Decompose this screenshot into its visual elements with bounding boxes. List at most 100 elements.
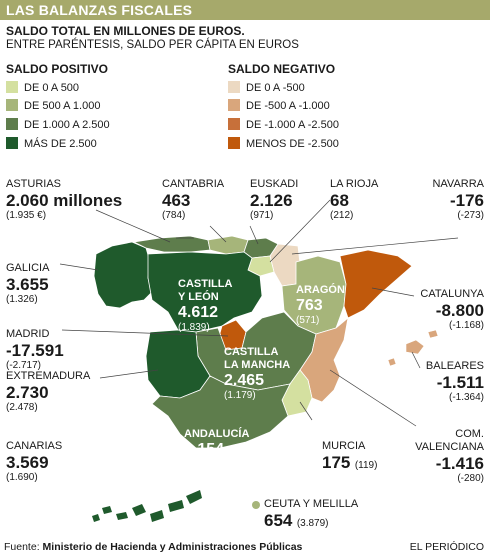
region-name-1: CASTILLA (224, 346, 279, 358)
region-value: 2.126 (250, 191, 293, 210)
label-catalunya: CATALUNYA -8.800 (-1.168) (420, 288, 484, 332)
legend-label: DE 500 A 1.000 (24, 100, 101, 112)
region-name-2: LA MANCHA (224, 359, 291, 371)
region-value: 6.154 (184, 441, 225, 458)
region-name-1: CASTILLA (178, 278, 233, 290)
region-value: 2.060 millones (6, 191, 123, 210)
region-value: 2.465 (224, 372, 265, 389)
region-name-2: Y LEÓN (178, 291, 219, 303)
region-per-capita: (-1.364) (448, 392, 484, 403)
region-value: 4.612 (178, 304, 219, 321)
label-castilla-leon: CASTILLA Y LEÓN 4.612 (1.839) (178, 278, 232, 334)
label-baleares: BALEARES -1.511 (-1.364) (426, 360, 484, 404)
legend-swatch (228, 99, 240, 111)
legend-label: DE 0 A 500 (24, 82, 80, 94)
label-navarra: NAVARRA -176 (-273) (432, 178, 484, 222)
label-canarias: CANARIAS 3.569 (1.690) (6, 440, 62, 484)
region-name-2: VALENCIANA (415, 441, 484, 453)
label-asturias: ASTURIAS 2.060 millones (1.935 €) (6, 178, 122, 222)
label-euskadi: EUSKADI 2.126 (971) (250, 178, 298, 222)
region-catalunya (339, 249, 413, 319)
label-andalucia: ANDALUCÍA 6.154 (731) (184, 428, 249, 471)
region-cantabria (207, 235, 249, 255)
region-value: -17.591 (6, 341, 64, 360)
legend-label: DE -1.000 A -2.500 (246, 119, 339, 131)
legend-swatch (6, 81, 18, 93)
brand-name: EL PERIÓDICO (409, 541, 484, 553)
region-canarias (92, 490, 202, 522)
region-name: ANDALUCÍA (184, 428, 250, 440)
label-cantabria: CANTABRIA 463 (784) (162, 178, 224, 222)
label-castilla-mancha: CASTILLA LA MANCHA 2.465 (1.179) (224, 346, 290, 402)
region-name: EXTREMADURA (6, 370, 91, 382)
region-per-capita: (1.690) (6, 472, 38, 483)
region-name: ASTURIAS (6, 178, 62, 190)
region-name: LA RIOJA (330, 178, 379, 190)
label-la-rioja: LA RIOJA 68 (212) (330, 178, 378, 222)
region-per-capita: (1.839) (178, 322, 210, 333)
region-value: -1.511 (436, 373, 484, 392)
region-per-capita: (731) (184, 459, 208, 470)
source-label: Fuente: (4, 541, 40, 553)
region-value: 654 (264, 511, 293, 530)
region-galicia (93, 241, 153, 309)
legend-negative-title: SALDO NEGATIVO (228, 62, 336, 76)
region-value: 175 (322, 453, 351, 472)
region-castilla-leon (147, 251, 263, 333)
legend-swatch (228, 81, 240, 93)
region-per-capita: (784) (162, 210, 186, 221)
region-value: 3.655 (6, 275, 49, 294)
legend-swatch (6, 137, 18, 149)
label-valenciana: COM. VALENCIANA -1.416 (-280) (415, 428, 484, 485)
legend-label: DE -500 A -1.000 (246, 100, 330, 112)
subtitle-per-capita: ENTRE PARÉNTESIS, SALDO PER CÁPITA EN EU… (6, 39, 299, 51)
region-per-capita: (971) (250, 210, 274, 221)
region-name: CANTABRIA (162, 178, 225, 190)
region-name: NAVARRA (432, 178, 484, 190)
region-per-capita: (-273) (457, 210, 484, 221)
legend-swatch (228, 137, 240, 149)
legend-label: DE 1.000 A 2.500 (24, 119, 110, 131)
label-murcia: MURCIA 175 (119) (322, 440, 377, 475)
region-per-capita: (1.935 €) (6, 210, 47, 221)
legend-label: MÁS DE 2.500 (24, 138, 97, 150)
legend-swatch (228, 118, 240, 130)
source-line: Fuente: Ministerio de Hacienda y Adminis… (4, 541, 302, 553)
region-per-capita: (-280) (457, 473, 484, 484)
region-per-capita: (-1.168) (448, 320, 484, 331)
source-text: Ministerio de Hacienda y Administracione… (42, 541, 303, 553)
leader-lines (59, 199, 459, 427)
region-andalucia (151, 375, 291, 449)
region-value: 763 (296, 297, 323, 314)
label-extremadura: EXTREMADURA 2.730 (2.478) (6, 370, 90, 414)
region-name: MURCIA (322, 440, 366, 452)
region-navarra (269, 243, 301, 287)
region-name: CANARIAS (6, 440, 63, 452)
page-title: LAS BALANZAS FISCALES (6, 2, 193, 18)
region-value: 463 (162, 191, 191, 210)
legend-label: MENOS DE -2.500 (246, 138, 339, 150)
region-name: EUSKADI (250, 178, 299, 190)
region-name: MADRID (6, 328, 50, 340)
region-name-1: COM. (455, 428, 484, 440)
region-per-capita: (-2.717) (6, 360, 42, 371)
region-baleares (387, 329, 439, 367)
region-value: -176 (449, 191, 484, 210)
region-per-capita: (119) (354, 460, 378, 471)
legend-label: DE 0 A -500 (246, 82, 305, 94)
region-name: GALICIA (6, 262, 50, 274)
region-value: 2.730 (6, 383, 49, 402)
region-name: BALEARES (425, 360, 484, 372)
label-madrid: MADRID -17.591 (-2.717) (6, 328, 64, 372)
region-per-capita: (3.879) (296, 518, 329, 529)
legend-swatch (6, 99, 18, 111)
region-per-capita: (2.478) (6, 402, 38, 413)
region-ceuta-melilla-dot (252, 501, 260, 509)
subtitle-total: SALDO TOTAL EN MILLONES DE EUROS. (6, 24, 245, 38)
region-value: -1.416 (435, 454, 484, 473)
region-per-capita: (1.326) (6, 294, 38, 305)
region-value: 68 (330, 191, 349, 210)
region-value: 3.569 (6, 453, 49, 472)
title-bar: LAS BALANZAS FISCALES (0, 0, 490, 20)
